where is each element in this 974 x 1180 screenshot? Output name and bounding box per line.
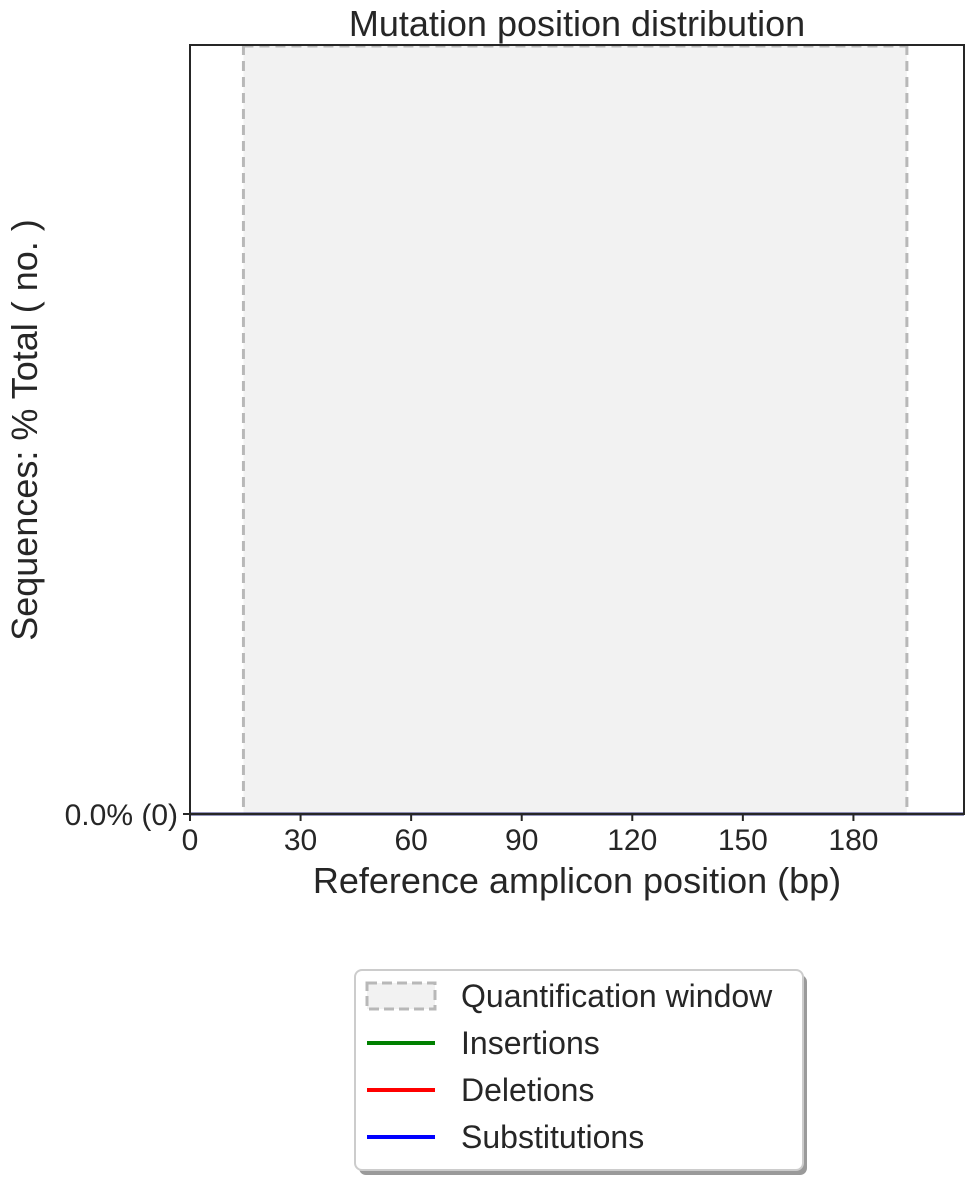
quantification-window-fill xyxy=(243,45,907,814)
x-tick-label: 90 xyxy=(505,824,538,857)
legend-label: Substitutions xyxy=(461,1119,644,1155)
x-tick-label: 120 xyxy=(607,824,657,857)
x-tick-label: 0 xyxy=(182,824,199,857)
legend-label: Quantification window xyxy=(461,978,773,1014)
plot-area: 0 30 60 90 120 150 180 0.0% (0) xyxy=(65,44,965,857)
legend-label: Insertions xyxy=(461,1025,600,1061)
x-tick-label: 30 xyxy=(284,824,317,857)
x-tick-label: 150 xyxy=(718,824,768,857)
x-tick-label: 60 xyxy=(394,824,427,857)
x-axis-label: Reference amplicon position (bp) xyxy=(313,860,841,901)
chart-title: Mutation position distribution xyxy=(349,3,805,44)
y-tick-label: 0.0% (0) xyxy=(65,799,178,832)
legend-box xyxy=(354,969,804,1171)
legend: Quantification window Insertions Deletions… xyxy=(354,969,807,1175)
legend-swatch-quantification-window xyxy=(365,981,437,1011)
plot-frame xyxy=(189,44,965,815)
legend-label: Deletions xyxy=(461,1072,594,1108)
y-axis-label: Sequences: % Total ( no. ) xyxy=(4,219,45,641)
x-tick-label: 180 xyxy=(828,824,878,857)
